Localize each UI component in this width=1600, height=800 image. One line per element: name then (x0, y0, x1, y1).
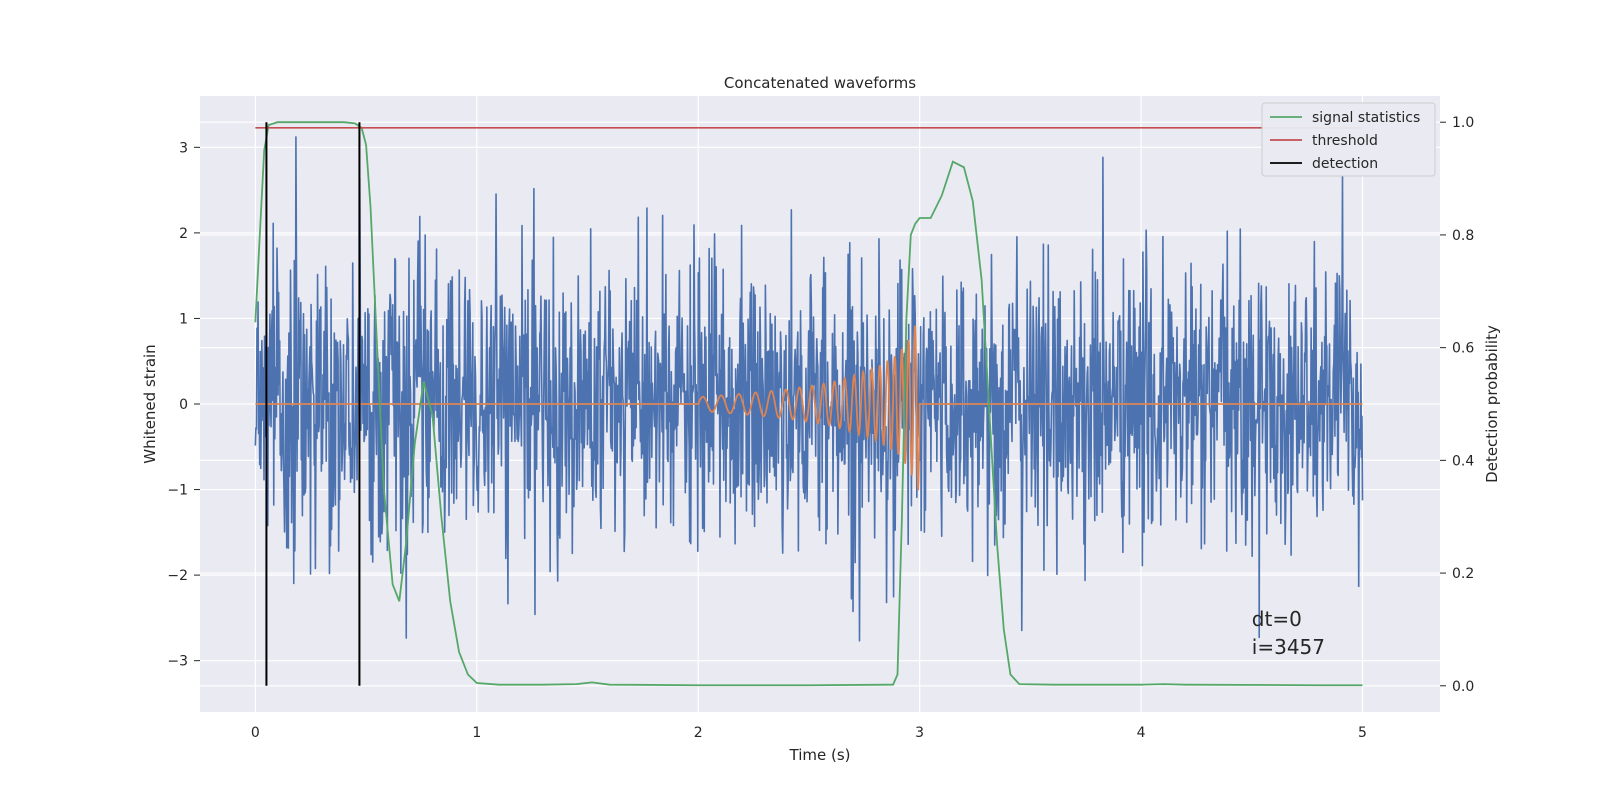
y-tick-label: −1 (167, 483, 188, 499)
x-tick-label: 5 (1358, 725, 1367, 741)
chirp-series (255, 325, 1363, 491)
strain-series (254, 136, 1364, 642)
x-axis: 0 1 2 3 4 5 (251, 725, 1367, 741)
legend-box (1261, 102, 1436, 177)
y-tick-label: 3 (179, 140, 188, 156)
y-tick-label: −2 (167, 568, 188, 584)
annotation-dt: dt=0 (1252, 607, 1302, 631)
x-tick-label: 3 (915, 725, 924, 741)
y-tick-label: 0 (179, 397, 188, 413)
y-axis: −3 −2 −1 0 1 2 3 (167, 140, 200, 670)
y2-tick-label: 0.6 (1452, 341, 1474, 357)
x-tick-label: 2 (694, 725, 703, 741)
annotation: dt=0 i=3457 (1252, 607, 1325, 659)
y2-axis: 0.0 0.2 0.4 0.6 0.8 1.0 (1440, 115, 1474, 695)
signal-statistics-series (254, 121, 1363, 687)
y2-tick-label: 1.0 (1452, 115, 1474, 131)
x-tick-label: 0 (251, 725, 260, 741)
legend: signal statistics threshold detection (1261, 102, 1436, 177)
legend-label-threshold: threshold (1312, 133, 1378, 149)
x-tick-label: 1 (472, 725, 481, 741)
annotation-index: i=3457 (1252, 635, 1325, 659)
y2-tick-label: 0.0 (1452, 679, 1474, 695)
legend-label-detection: detection (1312, 156, 1378, 172)
y-tick-label: −3 (167, 654, 188, 670)
detection-series (265, 122, 361, 686)
chart-title: Concatenated waveforms (724, 74, 916, 92)
y2-tick-label: 0.4 (1452, 453, 1474, 469)
y2-axis-label: Detection probability (1483, 325, 1501, 483)
y-tick-label: 1 (179, 311, 188, 327)
y-tick-label: 2 (179, 226, 188, 242)
y2-tick-label: 0.2 (1452, 566, 1474, 582)
x-tick-label: 4 (1137, 725, 1146, 741)
y2-tick-label: 0.8 (1452, 228, 1474, 244)
y-axis-label: Whitened strain (141, 344, 159, 463)
legend-label-signal-statistics: signal statistics (1312, 110, 1420, 126)
x-axis-label: Time (s) (789, 746, 851, 764)
